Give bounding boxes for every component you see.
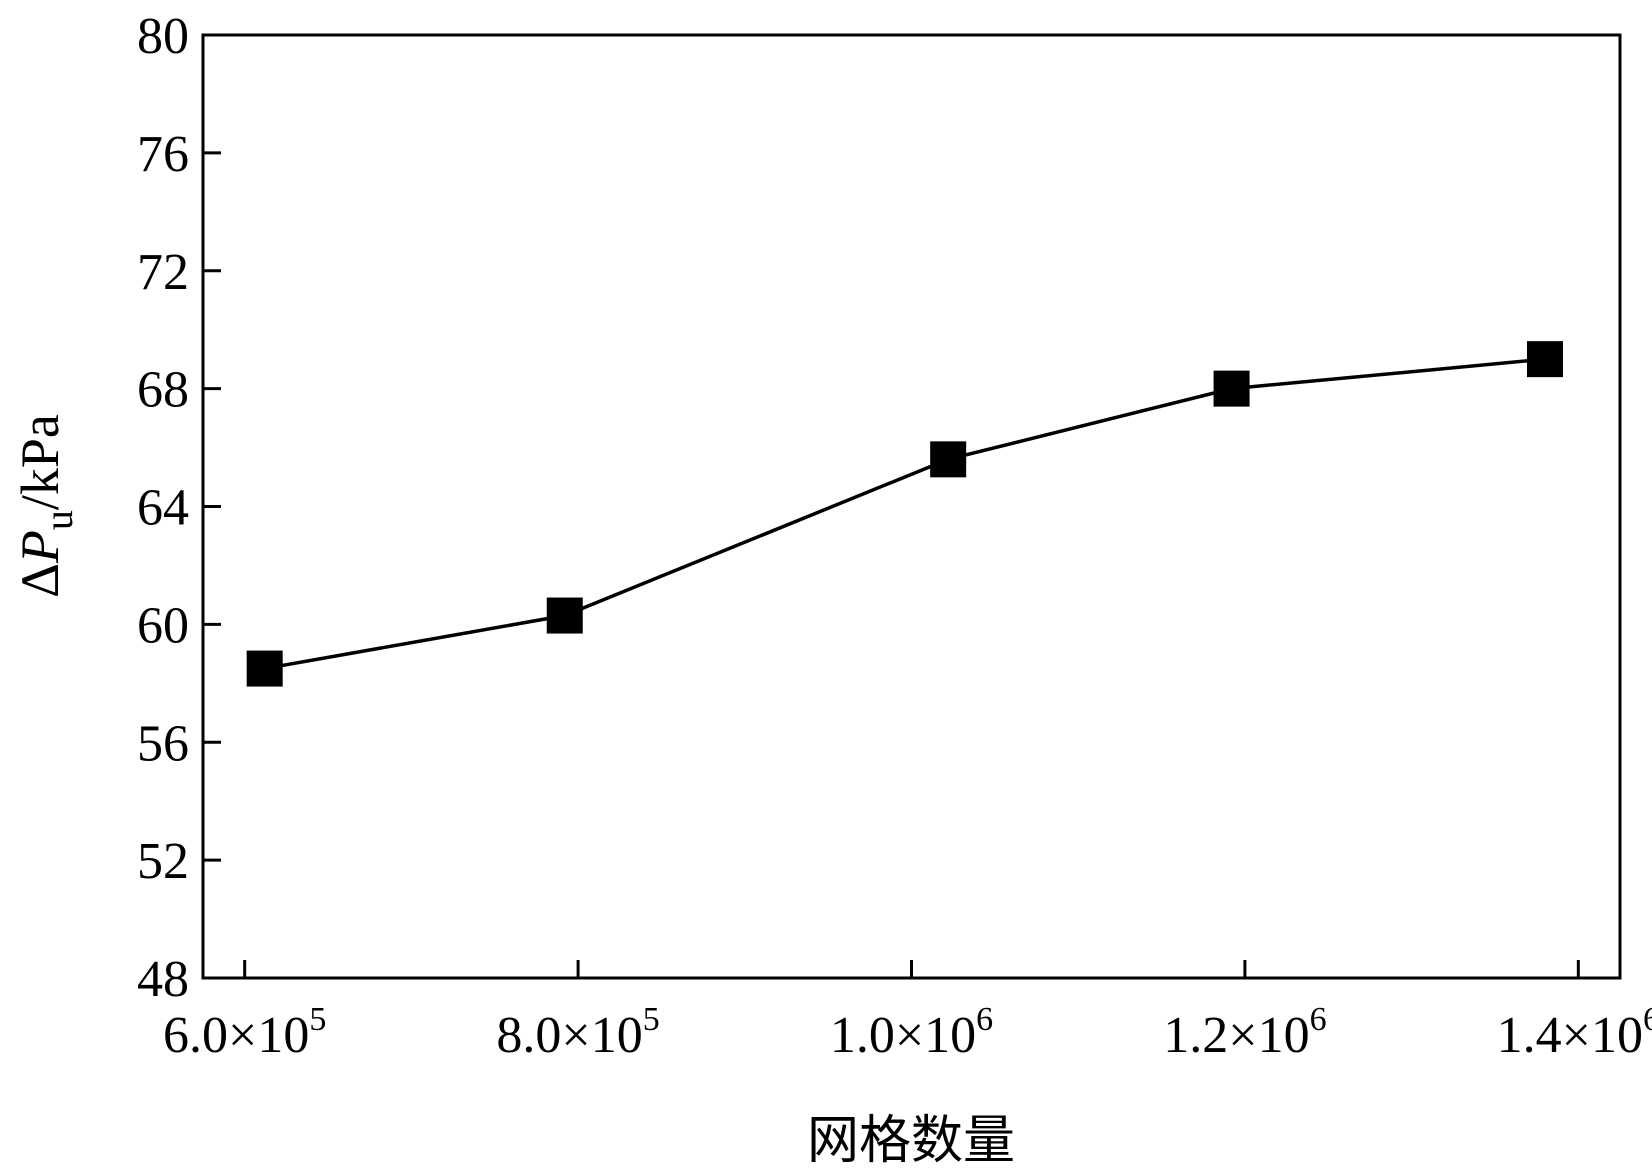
plot-frame — [201, 33, 1622, 980]
y-tick-label: 48 — [137, 951, 189, 1008]
y-axis-label: ΔPu/kPa — [10, 414, 81, 598]
y-axis-label-unit: /kPa — [10, 414, 70, 510]
data-point-marker — [246, 650, 283, 687]
x-tick-label: 1.0×106 — [830, 1001, 993, 1064]
x-tick-label-mantissa: 6.0 — [163, 1007, 228, 1064]
x-tick-label-exp: 6 — [976, 1001, 993, 1038]
y-tick-label: 80 — [137, 8, 189, 65]
x-tick-label-base: 10 — [591, 1007, 643, 1064]
y-axis-label-delta: Δ — [10, 563, 70, 598]
x-tick-label-mantissa: 1.0 — [830, 1007, 895, 1064]
x-tick-label-mantissa: 1.2 — [1163, 1007, 1228, 1064]
x-tick-label-mantissa: 1.4 — [1497, 1007, 1562, 1064]
x-tick-label-times: × — [1562, 1007, 1591, 1064]
series-line — [264, 357, 1546, 671]
data-point-marker — [546, 597, 583, 634]
y-tick-label: 64 — [137, 480, 189, 537]
x-tick-label-times: × — [561, 1007, 590, 1064]
x-tick-label-base: 10 — [1258, 1007, 1310, 1064]
x-tick-label-mantissa: 8.0 — [496, 1007, 561, 1064]
series-layer — [246, 341, 1563, 687]
y-tick-label: 68 — [137, 362, 189, 419]
x-axis-ticks: 6.0×105 8.0×105 1.0×106 1.2×106 1.4×106 — [163, 960, 1652, 1064]
x-tick-label-exp: 6 — [1643, 1001, 1652, 1038]
x-tick-label: 6.0×105 — [163, 1001, 326, 1064]
x-tick-label-base: 10 — [1591, 1007, 1643, 1064]
y-axis-label-subscript: u — [36, 510, 81, 530]
y-tick-label: 72 — [137, 244, 189, 301]
y-tick-label: 60 — [137, 597, 189, 654]
x-tick-label-exp: 5 — [309, 1001, 326, 1038]
data-point-marker — [930, 441, 967, 478]
data-point-marker — [1526, 341, 1563, 378]
y-tick-label: 52 — [137, 833, 189, 890]
x-tick-label: 1.2×106 — [1163, 1001, 1326, 1064]
x-tick-label-times: × — [1228, 1007, 1257, 1064]
x-tick-label-times: × — [228, 1007, 257, 1064]
y-axis-ticks: 48 52 56 60 64 68 72 76 80 — [137, 8, 221, 1008]
data-point-marker — [1213, 370, 1250, 407]
y-tick-label: 56 — [137, 715, 189, 772]
x-tick-label-exp: 5 — [643, 1001, 660, 1038]
x-tick-label-base: 10 — [257, 1007, 309, 1064]
x-tick-label: 1.4×106 — [1497, 1001, 1652, 1064]
x-tick-label-times: × — [895, 1007, 924, 1064]
x-axis-label: 网格数量 — [807, 1111, 1015, 1170]
x-tick-label-exp: 6 — [1310, 1001, 1327, 1038]
x-tick-label-base: 10 — [924, 1007, 976, 1064]
y-axis-label-symbol: P — [10, 530, 70, 564]
y-tick-label: 76 — [137, 126, 189, 183]
x-tick-label: 8.0×105 — [496, 1001, 659, 1064]
